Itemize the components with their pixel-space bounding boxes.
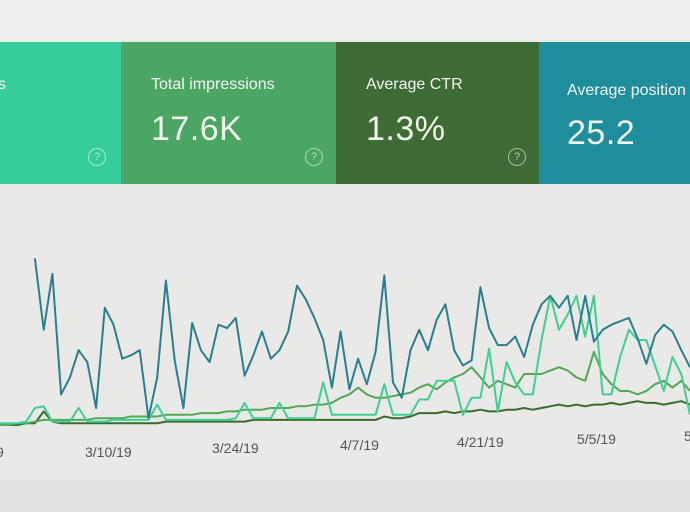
chart-plot [0, 258, 690, 426]
x-tick-label: 4/21/19 [457, 434, 504, 450]
card-value: 25.2 [567, 114, 636, 152]
total-clicks-card[interactable]: s ? [0, 42, 121, 184]
help-icon[interactable]: ? [88, 148, 106, 166]
card-label: s [0, 76, 6, 93]
top-bar [0, 0, 690, 40]
average-ctr-card[interactable]: Average CTR 1.3% ? [336, 42, 539, 184]
performance-chart: 9 3/10/19 3/24/19 4/7/19 4/21/19 5/5/19 … [0, 190, 690, 512]
x-tick-label: 3/10/19 [85, 444, 132, 460]
total-impressions-card[interactable]: Total impressions 17.6K ? [121, 42, 336, 184]
card-label: Total impressions [151, 76, 275, 93]
series-ctr-line [0, 400, 690, 426]
help-icon[interactable]: ? [508, 148, 526, 166]
series-position-line [33, 258, 690, 420]
help-icon[interactable]: ? [305, 148, 323, 166]
screen-bezel [0, 480, 690, 512]
series-clicks-line [0, 294, 690, 425]
x-tick-label: 5/5/19 [577, 431, 616, 447]
card-value: 17.6K [151, 110, 243, 148]
card-label: Average CTR [366, 76, 463, 93]
card-value: 1.3% [366, 110, 446, 148]
x-tick-label: 4/7/19 [340, 437, 379, 453]
card-label: Average position [567, 82, 686, 99]
average-position-card[interactable]: Average position 25.2 [539, 42, 690, 184]
x-tick-label: 5 [684, 428, 690, 444]
x-tick-label: 3/24/19 [212, 440, 259, 456]
x-tick-label: 9 [0, 444, 4, 460]
series-impressions-line [0, 350, 690, 426]
